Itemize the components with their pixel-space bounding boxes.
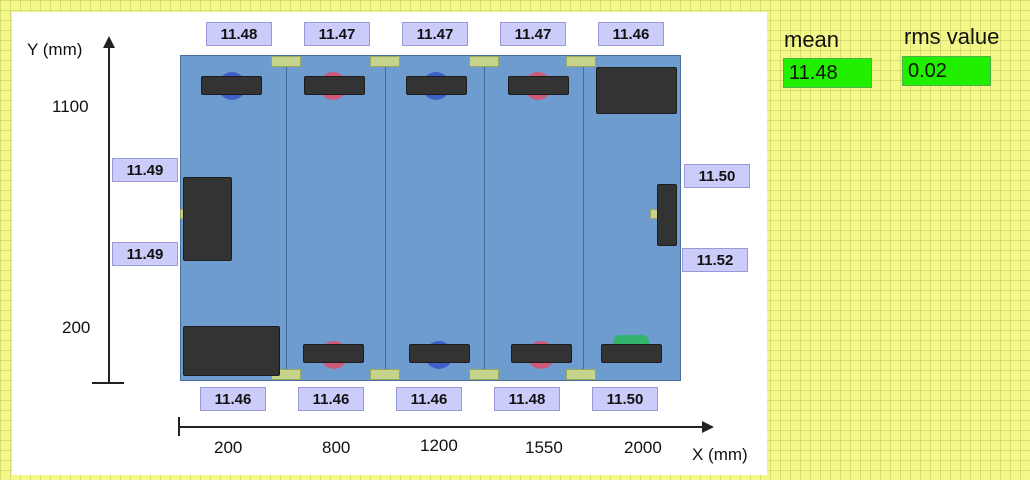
mean-label: mean: [784, 27, 840, 52]
large-chip-component: [596, 67, 677, 114]
top-reading: 11.47: [304, 22, 370, 46]
right-reading: 11.52: [682, 248, 748, 272]
top-connector: [566, 56, 596, 67]
x-tick-label: 200: [214, 438, 243, 457]
y-axis-label: Y (mm): [27, 40, 83, 59]
x-tick-label: 1550: [525, 438, 563, 457]
pcb-board: [180, 55, 681, 381]
chip-component: [601, 344, 662, 363]
right-reading: 11.50: [684, 164, 750, 188]
y-axis-base-tick: [92, 382, 124, 384]
x-axis-line: [178, 426, 706, 428]
rms-value: 0.02: [902, 56, 991, 86]
x-tick-label: 800: [322, 438, 351, 457]
bottom-reading: 11.46: [396, 387, 462, 411]
large-chip-component: [183, 177, 232, 261]
left-reading: 11.49: [112, 158, 178, 182]
bottom-reading: 11.50: [592, 387, 658, 411]
x-axis-base-tick: [178, 417, 180, 436]
bottom-reading: 11.46: [298, 387, 364, 411]
top-reading: 11.48: [206, 22, 272, 46]
chip-component: [508, 76, 569, 95]
chip-component: [657, 184, 677, 246]
top-connector: [469, 56, 499, 67]
bottom-connector: [469, 369, 499, 380]
large-chip-component: [183, 326, 280, 376]
bottom-connector: [370, 369, 400, 380]
board-divider: [286, 56, 287, 380]
board-divider: [385, 56, 386, 380]
x-axis-label: X (mm): [692, 445, 748, 464]
x-tick-label: 1200: [420, 436, 458, 455]
top-connector: [370, 56, 400, 67]
top-reading: 11.47: [402, 22, 468, 46]
y-axis-line: [108, 44, 110, 383]
chip-component: [409, 344, 470, 363]
board-divider: [583, 56, 584, 380]
chip-component: [406, 76, 467, 95]
bottom-reading: 11.46: [200, 387, 266, 411]
top-connector: [271, 56, 301, 67]
rms-label: rms value: [904, 24, 1000, 49]
top-reading: 11.46: [598, 22, 664, 46]
chip-component: [511, 344, 572, 363]
x-axis-arrow: [702, 421, 714, 433]
chip-component: [304, 76, 365, 95]
x-tick-label: 2000: [624, 438, 662, 457]
y-axis-arrow: [103, 36, 115, 48]
y-tick-label: 200: [62, 318, 91, 337]
bottom-reading: 11.48: [494, 387, 560, 411]
y-tick-label: 1100: [52, 97, 89, 116]
top-reading: 11.47: [500, 22, 566, 46]
left-reading: 11.49: [112, 242, 178, 266]
board-divider: [484, 56, 485, 380]
chip-component: [303, 344, 364, 363]
mean-value: 11.48: [783, 58, 872, 88]
bottom-connector: [566, 369, 596, 380]
chip-component: [201, 76, 262, 95]
